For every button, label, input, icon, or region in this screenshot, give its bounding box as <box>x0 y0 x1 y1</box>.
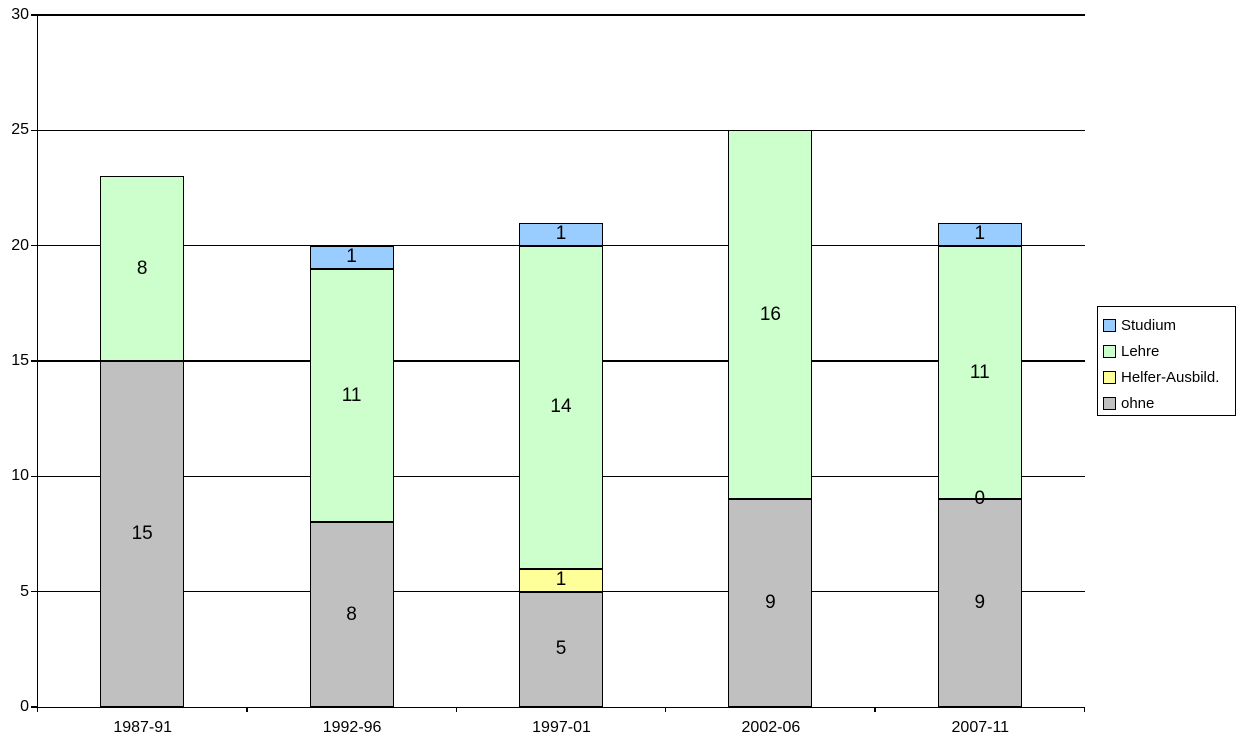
data-label-ohne: 9 <box>974 592 986 614</box>
y-tick-mark-20 <box>30 244 38 247</box>
legend-label-studium: Studium <box>1121 316 1177 334</box>
x-tick-mark-0 <box>36 707 39 712</box>
legend-swatch-studium <box>1103 318 1116 332</box>
data-label-lehre: 11 <box>969 361 990 383</box>
y-tick-mark-15 <box>30 360 38 362</box>
bar-segment-ohne <box>519 591 603 707</box>
legend-label-lehre: Lehre <box>1121 342 1160 360</box>
data-label-ohne: 9 <box>765 592 776 614</box>
legend-item-studium: Studium <box>1098 312 1235 338</box>
y-tick-mark-5 <box>30 590 38 593</box>
bar-segment-lehre <box>937 245 1022 500</box>
data-label-helfer-ausbild: 1 <box>555 569 567 591</box>
legend-label-ohne: ohne <box>1121 394 1155 412</box>
y-axis-label-30: 30 <box>11 6 29 23</box>
x-axis-label-1992-96: 1992-96 <box>322 719 382 736</box>
data-label-studium: 1 <box>555 223 567 245</box>
data-label-ohne: 8 <box>346 603 357 625</box>
x-axis-label-1997-01: 1997-01 <box>532 719 591 736</box>
data-label-lehre: 11 <box>341 384 362 406</box>
data-label-lehre: 14 <box>550 396 572 418</box>
x-axis-label-1987-91: 1987-91 <box>113 719 173 736</box>
data-label-lehre: 16 <box>759 303 781 325</box>
bar-segment-lehre <box>519 245 603 569</box>
x-tick-mark-2 <box>455 707 458 712</box>
data-label-ohne: 5 <box>555 638 567 660</box>
bar-segment-studium <box>937 222 1022 246</box>
bar-segment-lehre <box>728 130 813 500</box>
x-tick-mark-3 <box>664 707 667 712</box>
legend-item-lehre: Lehre <box>1098 338 1235 364</box>
legend-swatch-helfer-ausbild <box>1103 370 1116 384</box>
gridline-25 <box>37 129 1085 132</box>
y-axis-label-20: 20 <box>11 236 29 254</box>
data-label-studium: 1 <box>974 223 986 245</box>
x-axis-label-2007-11: 2007-11 <box>951 719 1010 736</box>
legend-item-helfer-ausbild: Helfer-Ausbild. <box>1098 364 1235 390</box>
bar-segment-ohne <box>937 499 1022 707</box>
y-tick-mark-30 <box>30 14 38 16</box>
bar-segment-studium <box>519 222 603 246</box>
x-tick-mark-4 <box>874 707 876 712</box>
y-axis-label-15: 15 <box>11 352 29 369</box>
legend-swatch-lehre <box>1103 344 1116 358</box>
gridline-30 <box>37 14 1085 16</box>
bar-segment-ohne <box>100 361 185 707</box>
x-tick-mark-5 <box>1083 707 1086 712</box>
plot-area: 15 8 8 11 1 5 1 14 1 9 16 9 0 11 1 <box>30 14 1086 712</box>
bar-segment-lehre <box>309 268 394 523</box>
y-tick-mark-25 <box>30 129 38 132</box>
legend: Studium Lehre Helfer-Ausbild. ohne <box>1097 306 1236 416</box>
y-tick-mark-0 <box>30 706 38 708</box>
x-axis-label-2002-06: 2002-06 <box>741 719 801 736</box>
y-axis-label-10: 10 <box>11 467 29 485</box>
legend-item-ohne: ohne <box>1098 390 1235 416</box>
data-label-helfer-ausbild: 0 <box>974 488 986 510</box>
bar-segment-lehre <box>100 176 185 361</box>
data-label-lehre: 8 <box>136 257 148 279</box>
legend-swatch-ohne <box>1103 396 1116 410</box>
x-tick-mark-1 <box>246 707 248 712</box>
legend-label-helfer-ausbild: Helfer-Ausbild. <box>1121 368 1220 386</box>
y-axis-label-0: 0 <box>20 698 29 715</box>
data-label-studium: 1 <box>346 246 357 268</box>
y-axis-label-25: 25 <box>11 121 29 139</box>
bar-segment-studium <box>309 245 394 269</box>
y-tick-mark-10 <box>30 475 38 478</box>
bar-segment-ohne <box>728 499 813 707</box>
y-axis-label-5: 5 <box>20 582 29 600</box>
bar-segment-helfer-ausbild <box>519 568 603 592</box>
bar-segment-ohne <box>309 522 394 707</box>
data-label-ohne: 15 <box>131 523 153 544</box>
